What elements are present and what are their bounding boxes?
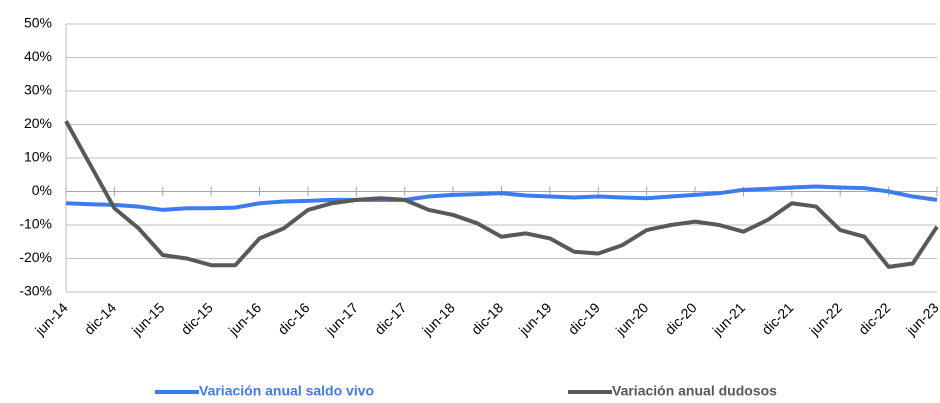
x-tick-label: dic-14 xyxy=(81,299,119,337)
x-tick-label: jun-18 xyxy=(418,299,458,339)
x-tick-label: jun-21 xyxy=(709,299,749,339)
y-tick-label: 10% xyxy=(24,149,52,165)
x-tick-label: jun-15 xyxy=(128,299,168,339)
y-tick-label: -30% xyxy=(19,283,52,299)
y-tick-label: 20% xyxy=(24,115,52,131)
y-tick-label: -20% xyxy=(19,249,52,265)
x-tick-label: dic-18 xyxy=(468,299,506,337)
x-tick-label: jun-14 xyxy=(31,299,71,339)
x-tick-label: dic-16 xyxy=(274,299,312,337)
x-tick-label: dic-20 xyxy=(662,299,700,337)
series-line xyxy=(64,120,939,269)
x-tick-label: jun-23 xyxy=(902,299,940,339)
legend-label: Variación anual saldo vivo xyxy=(199,383,374,399)
x-tick-label: jun-19 xyxy=(515,299,555,339)
y-tick-label: 30% xyxy=(24,82,52,98)
x-tick-label: jun-17 xyxy=(322,299,362,339)
x-tick-label: dic-22 xyxy=(855,299,893,337)
series-line xyxy=(65,184,938,212)
x-tick-label: dic-19 xyxy=(565,299,603,337)
y-tick-label: 50% xyxy=(24,15,52,31)
y-tick-label: 40% xyxy=(24,48,52,64)
x-tick-label: dic-21 xyxy=(758,299,796,337)
x-tick-label: jun-22 xyxy=(805,299,845,339)
y-tick-label: 0% xyxy=(32,182,52,198)
x-tick-label: jun-20 xyxy=(612,299,652,339)
x-tick-label: dic-17 xyxy=(371,299,409,337)
legend-label: Variación anual dudosos xyxy=(612,383,777,399)
y-tick-label: -10% xyxy=(19,216,52,232)
x-tick-label: jun-16 xyxy=(225,299,265,339)
x-tick-label: dic-15 xyxy=(178,299,216,337)
